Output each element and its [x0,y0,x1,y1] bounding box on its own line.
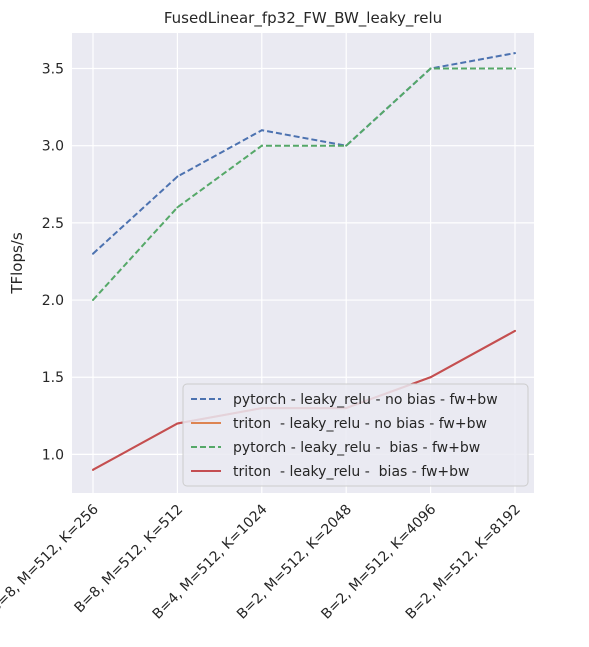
y-tick-label: 2.0 [42,293,64,309]
y-tick-label: 2.5 [42,216,64,232]
legend: pytorch - leaky_relu - no bias - fw+bw tr… [182,383,529,487]
legend-label: triton - leaky_relu - bias - fw+bw [233,464,469,480]
data-point-2 [92,299,94,302]
data-point-3 [429,376,432,379]
y-axis-label: TFlops/s [8,232,26,295]
data-point-0 [260,129,263,132]
data-point-0 [176,175,179,178]
y-tick-label: 3.5 [42,62,64,78]
y-tick-label: 1.0 [42,447,64,463]
data-point-2 [429,67,432,70]
data-point-3 [176,422,179,425]
data-point-2 [260,144,263,147]
y-tick-label: 1.5 [42,370,64,386]
legend-box [182,383,529,487]
data-point-3 [514,329,516,332]
legend-label: pytorch - leaky_relu - no bias - fw+bw [233,392,498,408]
data-point-2 [176,206,179,209]
legend-label: triton - leaky_relu - no bias - fw+bw [233,416,487,432]
data-point-2 [514,67,516,70]
chart-title: FusedLinear_fp32_FW_BW_leaky_relu [164,9,442,28]
data-point-0 [514,52,516,55]
legend-label: pytorch - leaky_relu - bias - fw+bw [233,440,480,456]
y-tick-label: 3.0 [42,139,64,155]
data-point-0 [92,252,94,255]
data-point-2 [345,144,348,147]
data-point-3 [92,468,94,471]
series-line-2 [92,67,515,301]
series-line-0 [92,52,516,255]
